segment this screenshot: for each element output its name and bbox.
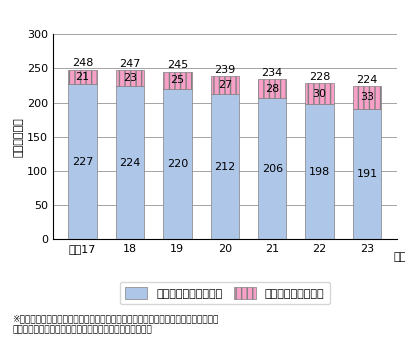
- Text: ※　ゆうパック及びゆうメールは、郵政民営化後、郵便法に基づく小包郵便物ではな
　く、貨物自動車運送事業法等に基づく荷物として提供。: ※ ゆうパック及びゆうメールは、郵政民営化後、郵便法に基づく小包郵便物ではな く…: [12, 315, 219, 334]
- Text: 212: 212: [214, 162, 235, 172]
- Text: 247: 247: [119, 59, 141, 69]
- Text: 33: 33: [360, 92, 374, 103]
- Text: 245: 245: [167, 61, 188, 70]
- Text: 198: 198: [309, 167, 330, 177]
- Bar: [305, 83, 334, 104]
- Bar: [258, 98, 286, 239]
- Text: 248: 248: [72, 58, 93, 68]
- Text: 228: 228: [309, 72, 330, 82]
- Text: 21: 21: [75, 72, 90, 82]
- Text: 227: 227: [72, 157, 93, 167]
- Bar: [68, 70, 97, 84]
- Bar: [353, 109, 381, 239]
- Legend: 郵便物（通常郵便物）, 荷物（小包郵便物）: 郵便物（通常郵便物）, 荷物（小包郵便物）: [119, 282, 330, 304]
- Bar: [116, 86, 144, 239]
- Bar: [68, 84, 97, 239]
- Bar: [305, 104, 334, 239]
- Text: 27: 27: [217, 80, 232, 90]
- Text: （年度）: （年度）: [393, 252, 405, 262]
- Bar: [258, 79, 286, 98]
- Text: 224: 224: [119, 158, 141, 168]
- Bar: [211, 94, 239, 239]
- Y-axis label: （億通・個）: （億通・個）: [14, 117, 24, 157]
- Text: 234: 234: [262, 68, 283, 78]
- Text: 191: 191: [356, 169, 377, 179]
- Bar: [163, 89, 192, 239]
- Text: 30: 30: [313, 89, 326, 99]
- Text: 239: 239: [214, 65, 235, 75]
- Bar: [163, 72, 192, 89]
- Text: 28: 28: [265, 84, 279, 94]
- Text: 23: 23: [123, 73, 137, 83]
- Text: 25: 25: [170, 75, 184, 86]
- Text: 220: 220: [167, 159, 188, 169]
- Text: 224: 224: [356, 75, 378, 85]
- Bar: [353, 86, 381, 109]
- Text: 206: 206: [262, 164, 283, 174]
- Bar: [116, 70, 144, 86]
- Bar: [211, 76, 239, 94]
